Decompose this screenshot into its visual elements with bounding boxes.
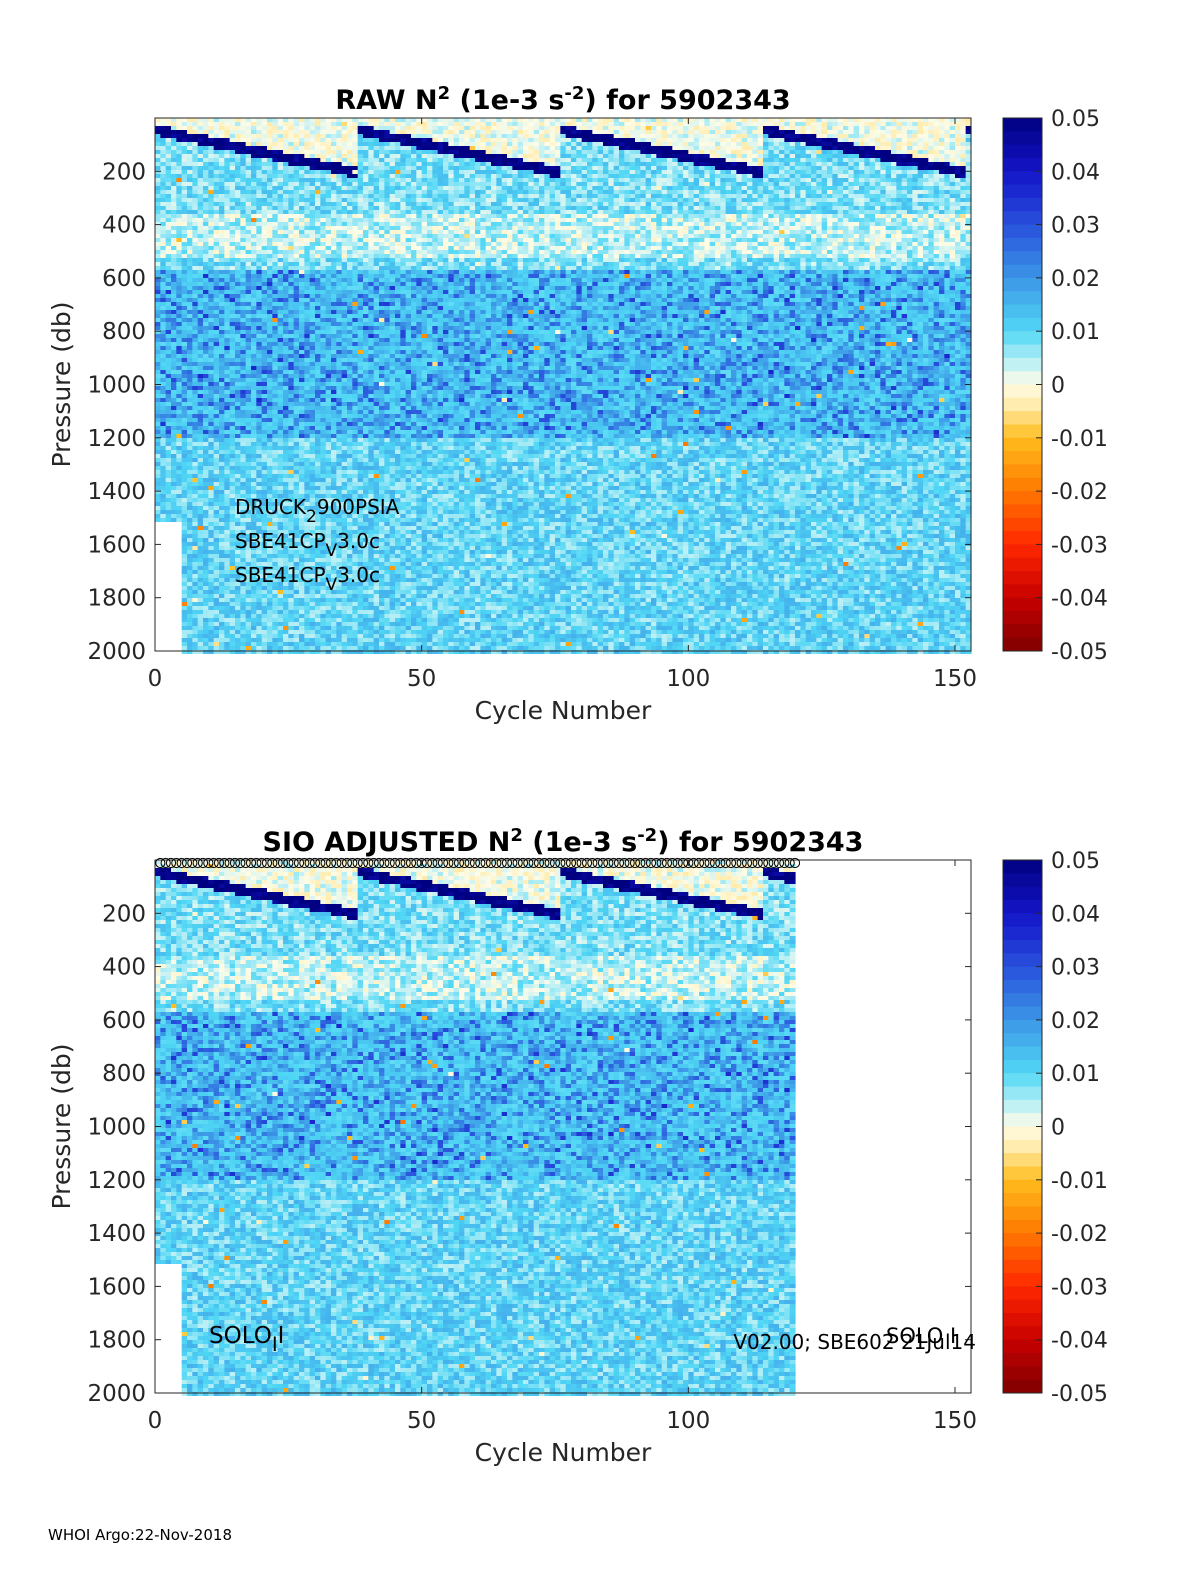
- colorbar: 0.05 0.04 0.03 0.02 0.01 0 -0.01 -0.02 -0.03 -0.0…: [1002, 849, 1108, 1407]
- y-tick-label: 400: [102, 213, 146, 239]
- y-tick-label: 1600: [87, 532, 146, 558]
- colorbar-tick-label: -0.01: [1051, 1169, 1108, 1194]
- float-type-annotation: SOLOII: [209, 1323, 284, 1356]
- colorbar-tick-label: 0.02: [1051, 1009, 1100, 1034]
- y-tick-label: 800: [102, 319, 146, 345]
- version-annotation: V02.00; SBE602 21Jul14: [733, 1330, 976, 1354]
- sensor-annotation: SBE41CPV3.0c: [235, 529, 380, 561]
- colorbar-tick-label: 0.01: [1051, 1062, 1100, 1087]
- colorbar-tick-label: 0.03: [1051, 214, 1100, 239]
- colorbar-tick-label: 0.03: [1051, 956, 1100, 981]
- cycle-markers: [155, 857, 801, 869]
- y-tick-label: 1000: [87, 1115, 146, 1141]
- y-tick-label: 600: [102, 1008, 146, 1034]
- chart-title: SIO ADJUSTED N2 (1e-3 s-2) for 5902343: [263, 825, 864, 858]
- colorbar-tick-label: -0.04: [1051, 587, 1108, 612]
- y-tick-label: 1200: [87, 426, 146, 452]
- colorbar-tick-label: -0.05: [1051, 1382, 1108, 1407]
- x-tick-label: 0: [148, 666, 163, 692]
- colorbar-tick-label: -0.01: [1051, 427, 1108, 452]
- colorbar-tick-label: -0.05: [1051, 640, 1108, 665]
- y-tick-label: 800: [102, 1061, 146, 1087]
- x-tick-label: 0: [148, 1408, 163, 1434]
- colorbar-tick-label: -0.02: [1051, 1222, 1108, 1247]
- x-tick-label: 150: [933, 666, 977, 692]
- y-tick-label: 600: [102, 266, 146, 292]
- heatmap-cells: [155, 860, 796, 1396]
- y-tick-label: 1600: [87, 1274, 146, 1300]
- adjusted-n2-chart: SIO ADJUSTED N2 (1e-3 s-2) for 5902343 20…: [47, 825, 1108, 1467]
- colorbar-tick-label: -0.03: [1051, 1275, 1108, 1300]
- x-tick-label: 50: [407, 1408, 436, 1434]
- sensor-annotation: SBE41CPV3.0c: [235, 563, 380, 595]
- raw-n2-chart: RAW N2 (1e-3 s-2) for 5902343 200 400 600 80…: [47, 83, 1108, 725]
- sensor-annotation: DRUCK2900PSIA: [235, 495, 400, 527]
- adjusted-n2-panel: SIO ADJUSTED N2 (1e-3 s-2) for 5902343 20…: [0, 742, 1200, 1482]
- y-tick-label: 400: [102, 955, 146, 981]
- colorbar: 0.05 0.04 0.03 0.02 0.01 0 -0.01 -0.02 -0.03 -0.0…: [1002, 107, 1108, 665]
- x-tick-label: 100: [666, 1408, 710, 1434]
- chart-title: RAW N2 (1e-3 s-2) for 5902343: [335, 83, 790, 116]
- y-tick-label: 1400: [87, 1221, 146, 1247]
- colorbar-tick-label: 0: [1051, 374, 1065, 399]
- x-tick-label: 50: [407, 666, 436, 692]
- y-axis-label: Pressure (db): [47, 302, 76, 468]
- y-tick-label: 200: [102, 901, 146, 927]
- y-tick-label: 2000: [87, 1381, 146, 1407]
- colorbar-tick-label: 0.04: [1051, 902, 1100, 927]
- colorbar-tick-label: 0.05: [1051, 107, 1100, 132]
- heatmap-cells: [155, 118, 972, 654]
- y-tick-label: 1800: [87, 586, 146, 612]
- x-tick-label: 150: [933, 1408, 977, 1434]
- colorbar-tick-label: 0.02: [1051, 267, 1100, 292]
- colorbar-tick-label: 0: [1051, 1116, 1065, 1141]
- y-tick-label: 2000: [87, 639, 146, 665]
- y-tick-label: 1800: [87, 1328, 146, 1354]
- y-tick-label: 1200: [87, 1168, 146, 1194]
- raw-n2-panel: RAW N2 (1e-3 s-2) for 5902343 200 400 600 80…: [0, 0, 1200, 740]
- x-axis-label: Cycle Number: [475, 696, 652, 725]
- colorbar-tick-label: -0.02: [1051, 480, 1108, 505]
- x-tick-label: 100: [666, 666, 710, 692]
- colorbar-tick-label: 0.05: [1051, 849, 1100, 874]
- colorbar-tick-label: -0.03: [1051, 533, 1108, 558]
- colorbar-tick-label: -0.04: [1051, 1329, 1108, 1354]
- y-axis-label: Pressure (db): [47, 1044, 76, 1210]
- y-tick-label: 200: [102, 159, 146, 185]
- colorbar-tick-label: 0.04: [1051, 160, 1100, 185]
- x-axis-label: Cycle Number: [475, 1438, 652, 1467]
- y-tick-label: 1000: [87, 373, 146, 399]
- overlay-annotation: SOLO I: [886, 1324, 956, 1348]
- colorbar-tick-label: 0.01: [1051, 320, 1100, 345]
- footer-credit: WHOI Argo:22-Nov-2018: [48, 1526, 232, 1544]
- y-tick-label: 1400: [87, 479, 146, 505]
